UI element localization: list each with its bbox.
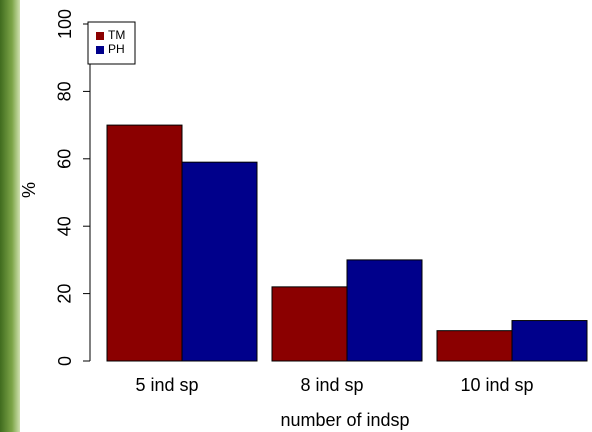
bar xyxy=(107,125,182,361)
y-tick-label: 80 xyxy=(55,81,75,101)
y-tick-label: 0 xyxy=(55,356,75,366)
bar xyxy=(437,331,512,361)
legend-label: PH xyxy=(108,42,125,56)
bar xyxy=(347,260,422,361)
bar xyxy=(512,321,587,361)
x-axis-label: number of indsp xyxy=(280,410,409,430)
y-tick-label: 60 xyxy=(55,149,75,169)
x-tick-label: 5 ind sp xyxy=(135,375,198,395)
legend-swatch xyxy=(96,46,104,54)
y-tick-label: 40 xyxy=(55,216,75,236)
legend-swatch xyxy=(96,32,104,40)
x-tick-label: 8 ind sp xyxy=(300,375,363,395)
y-axis-label: % xyxy=(19,182,39,198)
bar xyxy=(272,287,347,361)
bar xyxy=(182,162,257,361)
y-tick-label: 100 xyxy=(55,9,75,39)
legend-label: TM xyxy=(108,28,125,42)
background-photo-strip xyxy=(0,0,20,432)
x-tick-label: 10 ind sp xyxy=(460,375,533,395)
y-tick-label: 20 xyxy=(55,284,75,304)
chart: % number of indsp 0 20 40 60 80 100 5 ind sp 8 … xyxy=(0,0,592,432)
